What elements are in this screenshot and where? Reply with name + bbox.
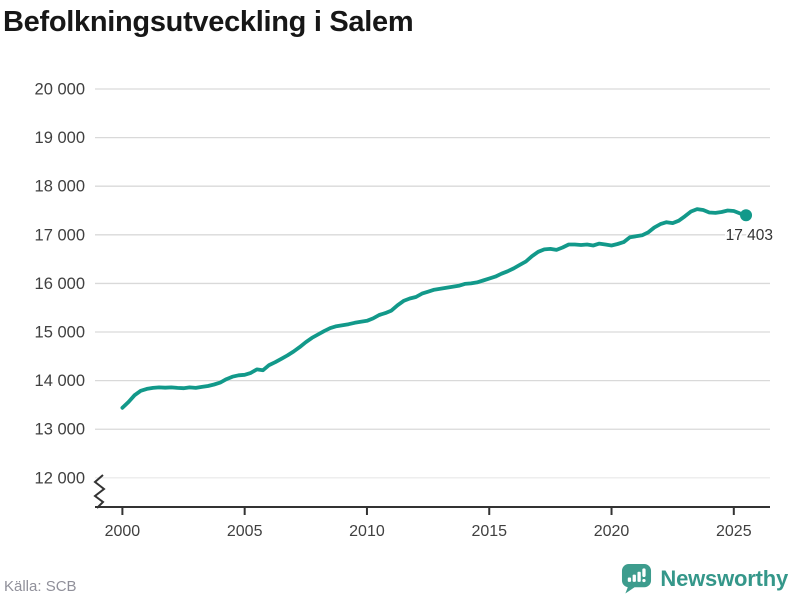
y-tick-label: 12 000 (35, 469, 85, 487)
x-tick-label: 2010 (349, 523, 385, 540)
end-point-dot (740, 209, 753, 222)
y-tick-label: 14 000 (35, 372, 85, 390)
newsworthy-logo: Newsworthy (621, 563, 788, 594)
population-line-chart: 12 000 13 000 14 000 15 000 16 000 17 000 18 0… (35, 81, 776, 541)
y-tick-label: 13 000 (35, 421, 85, 439)
brand-name: Newsworthy (660, 565, 788, 591)
y-tick-label: 19 000 (35, 129, 85, 147)
x-tick-label: 2025 (716, 523, 752, 540)
y-tick-label: 15 000 (35, 324, 85, 342)
x-tick-label: 2000 (105, 523, 141, 540)
x-tick-label: 2005 (227, 523, 263, 540)
exclamation-dot (642, 578, 647, 583)
y-tick-label: 20 000 (35, 81, 85, 99)
y-tick-label: 16 000 (35, 275, 85, 293)
y-tick-label: 18 000 (35, 178, 85, 196)
chart-title: Befolkningsutveckling i Salem (3, 6, 414, 38)
x-tick-label: 2020 (594, 523, 630, 540)
bar-medium (633, 574, 637, 582)
exclamation-stem (642, 568, 647, 578)
end-point-label: 17 403 (726, 227, 773, 244)
x-tick-label: 2015 (471, 523, 507, 540)
y-tick-label: 17 000 (35, 226, 85, 244)
bar-small (628, 577, 632, 582)
bar-tall (637, 571, 642, 582)
speech-bubble-shape (622, 563, 652, 594)
bar-chart-speech-bubble-icon (622, 563, 652, 594)
population-line (120, 207, 748, 410)
axis-break-icon (93, 474, 106, 509)
source-label: Källa: SCB (4, 578, 77, 595)
